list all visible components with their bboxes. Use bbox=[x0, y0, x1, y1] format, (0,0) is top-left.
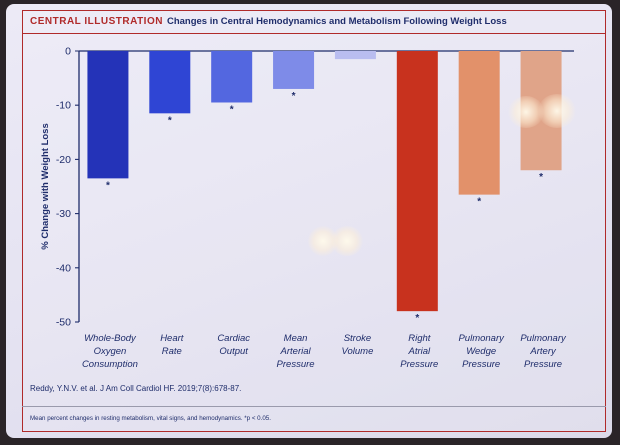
category-label: Rate bbox=[162, 346, 182, 357]
bar bbox=[149, 51, 191, 114]
category-label: Arterial bbox=[280, 346, 312, 357]
significance-marker: * bbox=[168, 115, 172, 126]
chart-title: Changes in Central Hemodynamics and Meta… bbox=[166, 16, 507, 27]
y-tick-label: 0 bbox=[65, 46, 71, 58]
slide: CENTRAL ILLUSTRATION Changes in Central H… bbox=[6, 4, 612, 438]
category-label: Pressure bbox=[277, 359, 315, 370]
category-label: Mean bbox=[284, 333, 308, 344]
bar bbox=[211, 51, 253, 103]
category-label: Volume bbox=[342, 346, 374, 357]
significance-marker: * bbox=[106, 180, 110, 191]
bar bbox=[273, 51, 315, 89]
significance-marker: * bbox=[292, 91, 296, 102]
citation: Reddy, Y.N.V. et al. J Am Coll Cardiol H… bbox=[30, 384, 242, 393]
category-label: Atrial bbox=[407, 346, 431, 357]
significance-marker: * bbox=[230, 104, 234, 115]
y-tick-label: -10 bbox=[56, 100, 71, 112]
category-label: Oxygen bbox=[94, 346, 127, 357]
bar bbox=[334, 51, 376, 60]
footnote: Mean percent changes in resting metaboli… bbox=[30, 415, 271, 422]
bar bbox=[520, 51, 562, 171]
category-label: Pressure bbox=[524, 359, 562, 370]
y-tick-label: -40 bbox=[56, 262, 71, 274]
significance-marker: * bbox=[539, 172, 543, 183]
y-tick-label: -50 bbox=[56, 317, 71, 329]
bar bbox=[458, 51, 500, 195]
bar bbox=[396, 51, 438, 312]
category-label: Wedge bbox=[466, 346, 496, 357]
bar bbox=[87, 51, 129, 179]
category-label: Heart bbox=[160, 333, 184, 344]
header-label: CENTRAL ILLUSTRATION bbox=[30, 16, 163, 27]
category-label: Pulmonary bbox=[520, 333, 567, 344]
significance-marker: * bbox=[415, 313, 419, 324]
category-label: Cardiac bbox=[217, 333, 250, 344]
header-title: CENTRAL ILLUSTRATION Changes in Central H… bbox=[30, 16, 507, 27]
category-label: Artery bbox=[529, 346, 557, 357]
y-tick-label: -20 bbox=[56, 154, 71, 166]
y-tick-label: -30 bbox=[56, 208, 71, 220]
significance-marker: * bbox=[477, 197, 481, 208]
category-label: Whole-Body bbox=[84, 333, 137, 344]
category-label: Pressure bbox=[462, 359, 500, 370]
category-label: Consumption bbox=[82, 359, 138, 370]
footer-rule bbox=[22, 406, 606, 407]
category-label: Pulmonary bbox=[458, 333, 505, 344]
category-label: Pressure bbox=[400, 359, 438, 370]
header-rule bbox=[22, 33, 606, 35]
category-label: Right bbox=[408, 333, 431, 344]
y-axis-label: % Change with Weight Loss bbox=[40, 123, 51, 250]
category-label: Stroke bbox=[344, 333, 371, 344]
bar-chart: 0 -10 -20 -30 -40 -50 % Change with Weight Los… bbox=[40, 46, 574, 370]
category-label: Output bbox=[219, 346, 248, 357]
